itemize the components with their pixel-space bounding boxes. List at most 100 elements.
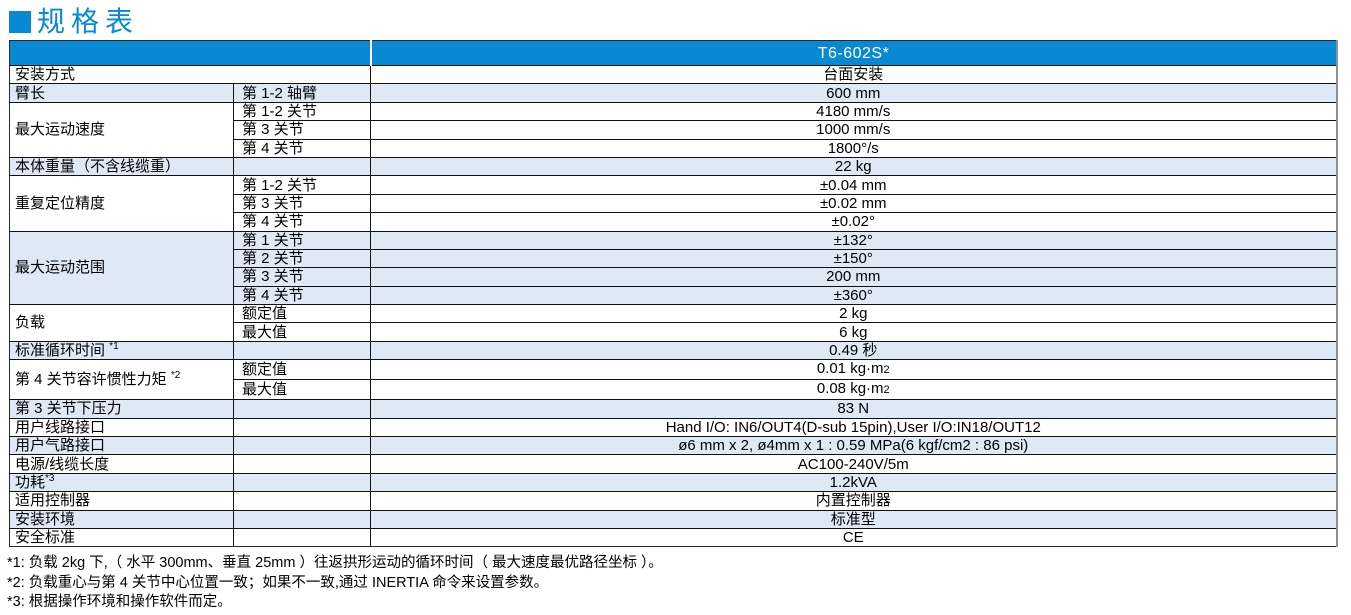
table-row: 第 4 关节 1800°/s (10, 138, 1337, 158)
spec-category-cell: 功耗*3 (9, 473, 234, 492)
spec-value-cell: 台面安装 (823, 66, 884, 84)
spec-group-motion-range: 最大运动范围 第 1 关节 ±132° 第 2 关节 ±150° 第 3 关节 … (9, 231, 1337, 305)
spec-category-cell: 第 3 关节下压力 (9, 399, 234, 419)
table-row: 第 3 关节 1000 mm/s (10, 120, 1337, 140)
spec-item-cell (233, 436, 371, 455)
footnotes-block: *1: 负载 2kg 下,（ 水平 300mm、垂直 25mm ）往返拱形运动的… (7, 554, 1351, 613)
spec-category-cell: 安装环境 (9, 510, 234, 529)
spec-category-cell: 电源/线缆长度 (9, 454, 234, 474)
spec-group-power-cable: 电源/线缆长度 AC100-240V/5m (9, 454, 1337, 474)
spec-value-cell: Hand I/O: IN6/OUT4(D-sub 15pin),User I/O… (665, 418, 1041, 436)
footnote-3: *3: 根据操作环境和操作软件而定。 (7, 594, 232, 611)
spec-category-cell: 第 4 关节容许惯性力矩 *2 (9, 359, 234, 400)
spec-group-mounting: 安装方式 台面安装 (9, 65, 1337, 84)
spec-group-repeatability: 重复定位精度 第 1-2 关节 ±0.04 mm 第 3 关节 ±0.02 mm… (9, 175, 1337, 232)
table-row: 第 2 关节 ±150° (10, 248, 1337, 268)
table-row: 第 3 关节 200 mm (10, 267, 1337, 287)
table-row: 第 4 关节 ±360° (10, 285, 1337, 305)
spec-value-cell: 2 kg (839, 305, 868, 323)
spec-value-cell: ±360° (370, 285, 1337, 305)
spec-item-cell: 第 3 关节 (233, 193, 371, 213)
spec-value-cell: CE (842, 529, 864, 547)
table-row: 本体重量（不含线缆重） 22 kg (9, 157, 1337, 176)
spec-value-cell: 83 N (370, 399, 1337, 419)
table-row: 电源/线缆长度 AC100-240V/5m (9, 454, 1337, 474)
spec-category-cell: 最大运动速度 (9, 102, 234, 158)
table-row: 负载 额定值 2 kg (9, 304, 1337, 342)
spec-category-cell: 标准循环时间 *1 (9, 341, 234, 360)
spec-value-cell: 1800°/s (370, 138, 1337, 158)
spec-item-cell: 第 4 关节 (233, 285, 371, 305)
page-title: 规格表 (37, 6, 140, 37)
spec-category-label: 功耗 (15, 474, 46, 491)
table-row: 标准循环时间 *1 0.49 秒 (9, 341, 1337, 360)
table-row: 臂长 第 1-2 轴臂 600 mm (9, 83, 1337, 103)
spec-value-text: 0.08 kg·m (816, 380, 884, 398)
spec-item-cell: 第 1-2 关节 (233, 102, 371, 121)
spec-item-cell: 第 1-2 轴臂 (233, 83, 371, 103)
table-row: 功耗*3 1.2kVA (9, 473, 1337, 492)
spec-group-weight: 本体重量（不含线缆重） 22 kg (9, 157, 1337, 176)
spec-value-cell: 内置控制器 (815, 492, 891, 510)
spec-item-cell (233, 418, 371, 437)
spec-value-cell: 标准型 (370, 510, 1337, 529)
spec-category-cell: 安全标准 (9, 528, 234, 547)
spec-group-user-pneumatic: 用户气路接口 ø6 mm x 2, ø4mm x 1 : 0.59 MPa(6 … (9, 436, 1337, 455)
spec-category-cell: 安装方式 (9, 65, 371, 84)
spec-item-cell (233, 491, 371, 511)
spec-item-cell: 额定值 (233, 304, 371, 323)
spec-category-cell: 适用控制器 (9, 491, 234, 511)
spec-value-cell: AC100-240V/5m (797, 455, 909, 473)
spec-item-cell (233, 510, 371, 529)
table-row: 适用控制器 内置控制器 (9, 491, 1337, 511)
spec-item-cell: 最大值 (233, 322, 371, 342)
table-row: 安全标准 CE (9, 528, 1337, 547)
footnote-marker: *3 (45, 473, 55, 484)
spec-table: T6-602S* 安装方式 台面安装 臂长 第 1-2 轴臂 600 mm 最大… (9, 40, 1338, 548)
spec-item-cell: 第 2 关节 (233, 248, 371, 268)
header-spacer-cell (9, 40, 372, 66)
spec-category-cell: 本体重量（不含线缆重） (9, 157, 234, 176)
spec-value-cell: 0.01 kg·m2 (371, 360, 1337, 380)
spec-category-label: 第 4 关节容许惯性力矩 (15, 371, 171, 389)
table-row: 第 4 关节 ±0.02° (10, 212, 1337, 232)
spec-group-payload: 负载 额定值 2 kg 最大值 6 kg (9, 304, 1337, 342)
spec-group-user-io: 用户线路接口 Hand I/O: IN6/OUT4(D-sub 15pin),U… (9, 418, 1337, 437)
table-row: 最大运动速度 第 1-2 关节 4180 mm/s (9, 102, 1337, 158)
spec-value-cell: ±132° (370, 231, 1337, 250)
spec-group-cycle-time: 标准循环时间 *1 0.49 秒 (9, 341, 1337, 360)
spec-value-cell: ±0.04 mm (819, 176, 887, 194)
spec-category-cell: 最大运动范围 (9, 231, 234, 305)
table-row: 最大运动范围 第 1 关节 ±132° (9, 231, 1337, 305)
table-row: 用户线路接口 Hand I/O: IN6/OUT4(D-sub 15pin),U… (9, 418, 1337, 437)
spec-value-cell: ±0.02° (370, 212, 1337, 232)
table-row: 安装环境 标准型 (9, 510, 1337, 529)
table-row: 安装方式 台面安装 (9, 65, 1337, 84)
spec-value-cell: 4180 mm/s (816, 102, 891, 120)
spec-value-cell: ±0.02 mm (370, 193, 1337, 213)
model-header-cell: T6-602S* (370, 40, 1337, 66)
spec-value-cell: 0.49 秒 (370, 341, 1337, 360)
spec-item-cell: 额定值 (233, 359, 371, 380)
footnote-1: *1: 负载 2kg 下,（ 水平 300mm、垂直 25mm ）往返拱形运动的… (7, 555, 663, 572)
spec-category-cell: 用户气路接口 (9, 436, 234, 455)
spec-group-safety-standard: 安全标准 CE (9, 528, 1337, 547)
footnote-marker: *1 (109, 341, 119, 353)
spec-group-inertia: 第 4 关节容许惯性力矩 *2 额定值 0.01 kg·m2 最大值 0.08 … (9, 359, 1337, 400)
spec-value-cell: 1000 mm/s (370, 120, 1337, 140)
spec-value-cell: 600 mm (370, 83, 1337, 103)
spec-value-cell: ±150° (370, 248, 1337, 268)
table-row: 重复定位精度 第 1-2 关节 ±0.04 mm (9, 175, 1337, 232)
spec-item-cell: 第 1 关节 (233, 231, 371, 250)
spec-group-environment: 安装环境 标准型 (9, 510, 1337, 529)
spec-value-text: 0.01 kg·m (816, 360, 884, 378)
spec-item-cell (233, 528, 371, 547)
table-row: 最大值 0.08 kg·m2 (10, 379, 1337, 400)
spec-group-arm-length: 臂长 第 1-2 轴臂 600 mm (9, 83, 1337, 103)
spec-item-cell (233, 157, 371, 176)
spec-group-controller: 适用控制器 内置控制器 (9, 491, 1337, 511)
spec-item-cell: 第 3 关节 (233, 267, 371, 287)
spec-item-cell (233, 341, 371, 360)
table-row: 用户气路接口 ø6 mm x 2, ø4mm x 1 : 0.59 MPa(6 … (9, 436, 1337, 455)
